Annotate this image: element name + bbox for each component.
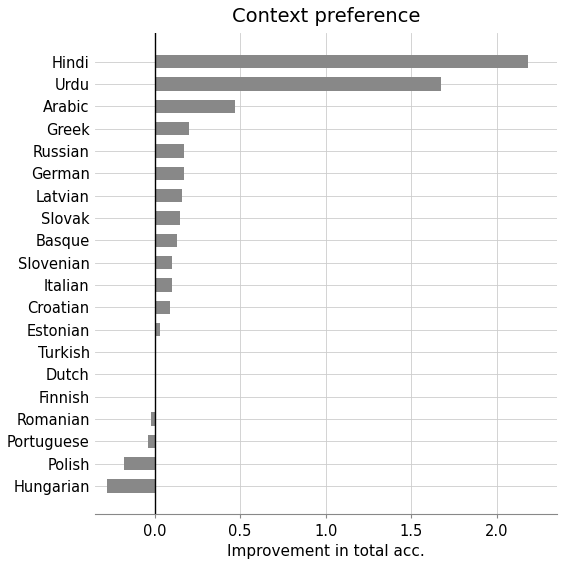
Bar [155,78,440,91]
Bar [155,55,528,68]
Bar [155,189,182,202]
Bar [155,122,189,135]
Bar [155,323,160,336]
Title: Context preference: Context preference [232,7,420,26]
Bar [151,412,155,426]
Bar [107,479,155,492]
Bar [155,278,171,291]
Bar [155,301,170,314]
Bar [155,345,156,359]
Bar [155,234,177,247]
Bar [124,457,155,470]
Bar [155,256,171,269]
Bar [155,100,235,113]
X-axis label: Improvement in total acc.: Improvement in total acc. [227,544,425,559]
Bar [155,166,184,180]
Bar [155,144,184,158]
Bar [148,435,155,448]
Bar [155,211,180,225]
